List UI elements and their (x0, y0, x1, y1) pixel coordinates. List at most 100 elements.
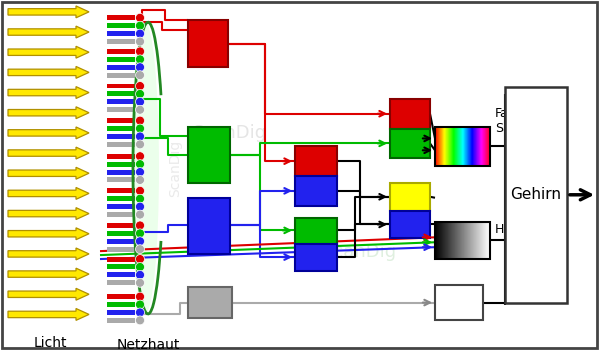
Circle shape (136, 160, 145, 169)
Circle shape (136, 82, 145, 91)
Circle shape (136, 63, 145, 72)
FancyArrow shape (107, 310, 135, 315)
Circle shape (136, 245, 145, 253)
FancyArrow shape (107, 170, 135, 175)
FancyArrow shape (107, 280, 135, 285)
FancyBboxPatch shape (505, 87, 567, 302)
Text: ScanDig: ScanDig (193, 125, 267, 142)
FancyArrow shape (107, 57, 135, 62)
Circle shape (136, 105, 145, 114)
FancyArrow shape (107, 196, 135, 201)
Circle shape (136, 229, 145, 238)
FancyBboxPatch shape (295, 146, 337, 176)
Text: Helligkeit: Helligkeit (495, 223, 554, 236)
FancyArrow shape (107, 31, 135, 36)
FancyBboxPatch shape (188, 198, 230, 254)
FancyBboxPatch shape (2, 2, 597, 348)
Circle shape (136, 47, 145, 56)
Circle shape (136, 255, 145, 263)
FancyArrow shape (107, 264, 135, 269)
FancyArrow shape (107, 39, 135, 44)
Circle shape (136, 194, 145, 203)
Circle shape (136, 262, 145, 272)
FancyBboxPatch shape (390, 183, 430, 211)
FancyArrow shape (107, 212, 135, 217)
Circle shape (136, 278, 145, 287)
Circle shape (136, 237, 145, 246)
FancyArrow shape (107, 15, 135, 20)
FancyArrow shape (107, 162, 135, 166)
FancyArrow shape (8, 268, 89, 280)
FancyArrow shape (107, 92, 135, 97)
FancyArrow shape (107, 107, 135, 112)
FancyArrow shape (107, 178, 135, 182)
Circle shape (136, 186, 145, 195)
FancyArrow shape (8, 6, 89, 18)
FancyArrow shape (8, 288, 89, 300)
Circle shape (136, 97, 145, 106)
FancyBboxPatch shape (435, 285, 483, 320)
Circle shape (136, 132, 145, 141)
FancyArrow shape (107, 65, 135, 70)
FancyArrow shape (8, 147, 89, 159)
FancyArrow shape (107, 73, 135, 78)
FancyArrow shape (8, 248, 89, 260)
Circle shape (136, 29, 145, 38)
Circle shape (136, 168, 145, 176)
Circle shape (136, 140, 145, 149)
Circle shape (136, 21, 145, 30)
FancyArrow shape (107, 99, 135, 104)
FancyArrow shape (107, 154, 135, 159)
Text: Gehirn: Gehirn (511, 187, 562, 202)
FancyArrow shape (8, 127, 89, 139)
FancyArrow shape (107, 272, 135, 277)
Text: ScanDig: ScanDig (323, 243, 397, 261)
FancyBboxPatch shape (295, 218, 337, 244)
FancyArrow shape (107, 134, 135, 139)
Circle shape (136, 55, 145, 64)
Circle shape (136, 292, 145, 301)
FancyArrow shape (107, 189, 135, 193)
FancyArrow shape (107, 83, 135, 88)
Text: ScanDig: ScanDig (168, 140, 182, 197)
FancyBboxPatch shape (188, 287, 232, 318)
FancyArrow shape (107, 49, 135, 54)
FancyArrow shape (8, 26, 89, 38)
FancyBboxPatch shape (188, 20, 228, 67)
Circle shape (136, 124, 145, 133)
Circle shape (136, 210, 145, 219)
FancyBboxPatch shape (390, 129, 430, 158)
Text: Licht: Licht (33, 336, 67, 350)
FancyBboxPatch shape (295, 244, 337, 271)
Circle shape (136, 71, 145, 80)
FancyArrow shape (107, 239, 135, 244)
Ellipse shape (131, 22, 159, 314)
FancyBboxPatch shape (390, 211, 430, 238)
Text: Farbton
Sättigung: Farbton Sättigung (495, 107, 556, 135)
FancyArrow shape (8, 66, 89, 78)
FancyArrow shape (107, 204, 135, 209)
FancyArrow shape (107, 247, 135, 252)
Circle shape (136, 89, 145, 98)
FancyBboxPatch shape (188, 127, 230, 183)
FancyArrow shape (8, 87, 89, 98)
FancyBboxPatch shape (295, 176, 337, 206)
FancyArrow shape (8, 228, 89, 240)
FancyArrow shape (8, 167, 89, 179)
Circle shape (136, 116, 145, 125)
Circle shape (136, 308, 145, 317)
FancyArrow shape (107, 142, 135, 147)
Circle shape (136, 316, 145, 325)
Text: Netzhaut: Netzhaut (116, 338, 179, 352)
FancyArrow shape (107, 23, 135, 28)
FancyArrow shape (107, 223, 135, 228)
FancyArrow shape (8, 308, 89, 320)
FancyArrow shape (107, 318, 135, 323)
FancyArrow shape (8, 208, 89, 219)
Circle shape (136, 271, 145, 279)
Circle shape (136, 152, 145, 161)
FancyArrow shape (107, 126, 135, 131)
FancyArrow shape (8, 107, 89, 119)
FancyArrow shape (8, 46, 89, 58)
FancyArrow shape (107, 294, 135, 299)
